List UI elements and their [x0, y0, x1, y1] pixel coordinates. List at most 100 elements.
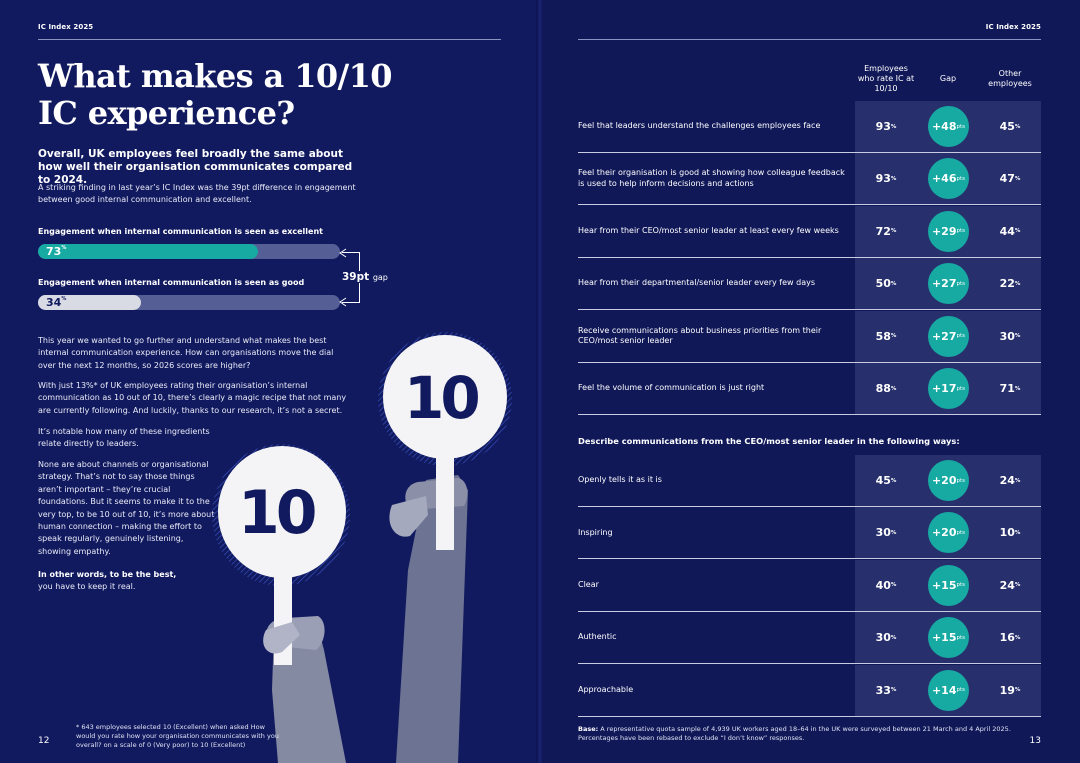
table-row: Inspiring 30% +20 pts 10% — [578, 507, 1041, 560]
arrow-left-icon — [339, 248, 347, 258]
gap-cell: +17 pts — [917, 363, 979, 414]
row-statement: Hear from their departmental/senior lead… — [578, 278, 816, 288]
intro-paragraph: A striking finding in last year’s IC Ind… — [38, 183, 356, 205]
lead-paragraph: Overall, UK employees feel broadly the s… — [38, 148, 353, 186]
gap-badge: +29 pts — [928, 210, 969, 252]
value-10-of-10: 50% — [855, 258, 917, 310]
row-statement: Feel that leaders understand the challen… — [578, 121, 821, 131]
value-10-of-10: 93% — [855, 101, 917, 152]
body-paragraph-3: It’s notable how many of these ingredien… — [38, 427, 210, 449]
bar-value-good: 34% — [46, 296, 67, 309]
value-10-of-10: 58% — [855, 310, 917, 362]
gap-cell: +29 pts — [917, 205, 979, 257]
row-statement: Approachable — [578, 684, 634, 694]
left-page: IC Index 2025 What makes a 10/10 IC expe… — [0, 0, 538, 763]
value-other: 22% — [979, 258, 1041, 310]
value-10-of-10: 30% — [855, 507, 917, 559]
gap-cell: +20 pts — [917, 507, 979, 559]
right-page: IC Index 2025 Employees who rate IC at 1… — [542, 0, 1080, 763]
gap-badge: +27 pts — [928, 315, 969, 357]
gap-badge: +15 pts — [928, 564, 969, 606]
gap-badge: +20 pts — [928, 460, 969, 501]
arrow-left-icon — [339, 297, 347, 307]
gap-cell: +14 pts — [917, 664, 979, 716]
bar-fill-excellent — [38, 244, 259, 259]
bar-track-good: 34% — [38, 295, 340, 310]
body-paragraph-2: With just 13%* of UK employees rating th… — [38, 381, 347, 415]
gap-cell: +15 pts — [917, 559, 979, 611]
gap-cell: +20 pts — [917, 455, 979, 506]
gap-badge: +15 pts — [928, 617, 969, 659]
table-row: Feel the volume of communication is just… — [578, 363, 1041, 415]
base-note: Base: A representative quota sample of 4… — [578, 725, 1011, 742]
section-heading: Describe communications from the CEO/mos… — [578, 436, 960, 446]
gap-cell: +27 pts — [917, 310, 979, 362]
page-number-left: 12 — [38, 736, 50, 746]
page-number-right: 13 — [1029, 736, 1041, 746]
footnote: * 643 employees selected 10 (Excellent) … — [76, 723, 279, 749]
value-other: 19% — [979, 664, 1041, 716]
row-statement: Authentic — [578, 632, 617, 642]
column-header-gap: Gap — [939, 74, 957, 83]
bar-label-excellent: Engagement when internal communication i… — [38, 227, 323, 236]
value-other: 45% — [979, 101, 1041, 152]
gap-badge: +46 pts — [928, 158, 969, 200]
value-10-of-10: 88% — [855, 363, 917, 414]
value-10-of-10: 45% — [855, 455, 917, 506]
sign-number-left: 10 — [238, 478, 317, 548]
row-statement: Clear — [578, 580, 599, 590]
value-other: 44% — [979, 205, 1041, 257]
row-statement: Openly tells it as it is — [578, 475, 662, 485]
value-10-of-10: 93% — [855, 153, 917, 205]
value-other: 24% — [979, 559, 1041, 611]
table-row: Openly tells it as it is 45% +20 pts 24% — [578, 455, 1041, 507]
value-other: 47% — [979, 153, 1041, 205]
table-row: Hear from their departmental/senior lead… — [578, 258, 1041, 311]
table-row: Feel that leaders understand the challen… — [578, 101, 1041, 153]
table-row: Receive communications about business pr… — [578, 310, 1041, 363]
value-10-of-10: 40% — [855, 559, 917, 611]
row-statement: Inspiring — [578, 527, 613, 537]
row-statement: Hear from their CEO/most senior leader a… — [578, 226, 839, 236]
hands-holding-signs-photo: 10 10 — [196, 300, 538, 763]
bar-value-excellent: 73% — [46, 245, 67, 258]
bar-track-excellent: 73% — [38, 244, 340, 259]
gap-cell: +15 pts — [917, 612, 979, 664]
body-paragraph-4: None are about channels or organisationa… — [38, 460, 215, 556]
table-row: Hear from their CEO/most senior leader a… — [578, 205, 1041, 258]
gap-badge: +20 pts — [928, 512, 969, 554]
gap-badge: +14 pts — [928, 669, 969, 711]
gap-badge: +27 pts — [928, 263, 969, 305]
page-gutter — [536, 0, 544, 763]
value-10-of-10: 33% — [855, 664, 917, 716]
table-row: Feel their organisation is good at showi… — [578, 153, 1041, 206]
header-rule-left — [38, 39, 501, 40]
running-head-right: IC Index 2025 — [985, 23, 1041, 31]
value-other: 30% — [979, 310, 1041, 362]
running-head-left: IC Index 2025 — [38, 23, 94, 31]
value-other: 10% — [979, 507, 1041, 559]
bar-label-good: Engagement when internal communication i… — [38, 278, 305, 287]
gap-cell: +48 pts — [917, 101, 979, 152]
gap-cell: +46 pts — [917, 153, 979, 205]
value-other: 71% — [979, 363, 1041, 414]
bar-fill-good — [38, 295, 141, 310]
gap-cell: +27 pts — [917, 258, 979, 310]
column-header-10-of-10: Employees who rate IC at 10/10 — [857, 64, 915, 93]
page-title: What makes a 10/10 IC experience? — [38, 57, 393, 132]
table-row: Clear 40% +15 pts 24% — [578, 559, 1041, 612]
row-statement: Receive communications about business pr… — [578, 325, 822, 346]
gap-badge: +17 pts — [928, 368, 969, 409]
row-statement: Feel their organisation is good at showi… — [578, 168, 845, 188]
value-10-of-10: 30% — [855, 612, 917, 664]
value-other: 16% — [979, 612, 1041, 664]
table-row: Authentic 30% +15 pts 16% — [578, 612, 1041, 665]
value-other: 24% — [979, 455, 1041, 506]
table-row: Approachable 33% +14 pts 19% — [578, 664, 1041, 717]
header-rule-right — [578, 39, 1041, 40]
body-paragraph-1: This year we wanted to go further and un… — [38, 336, 334, 370]
gap-label: 39pt gap — [340, 271, 390, 283]
sign-number-right: 10 — [404, 364, 481, 432]
row-statement: Feel the volume of communication is just… — [578, 383, 765, 393]
gap-badge: +48 pts — [928, 106, 969, 147]
